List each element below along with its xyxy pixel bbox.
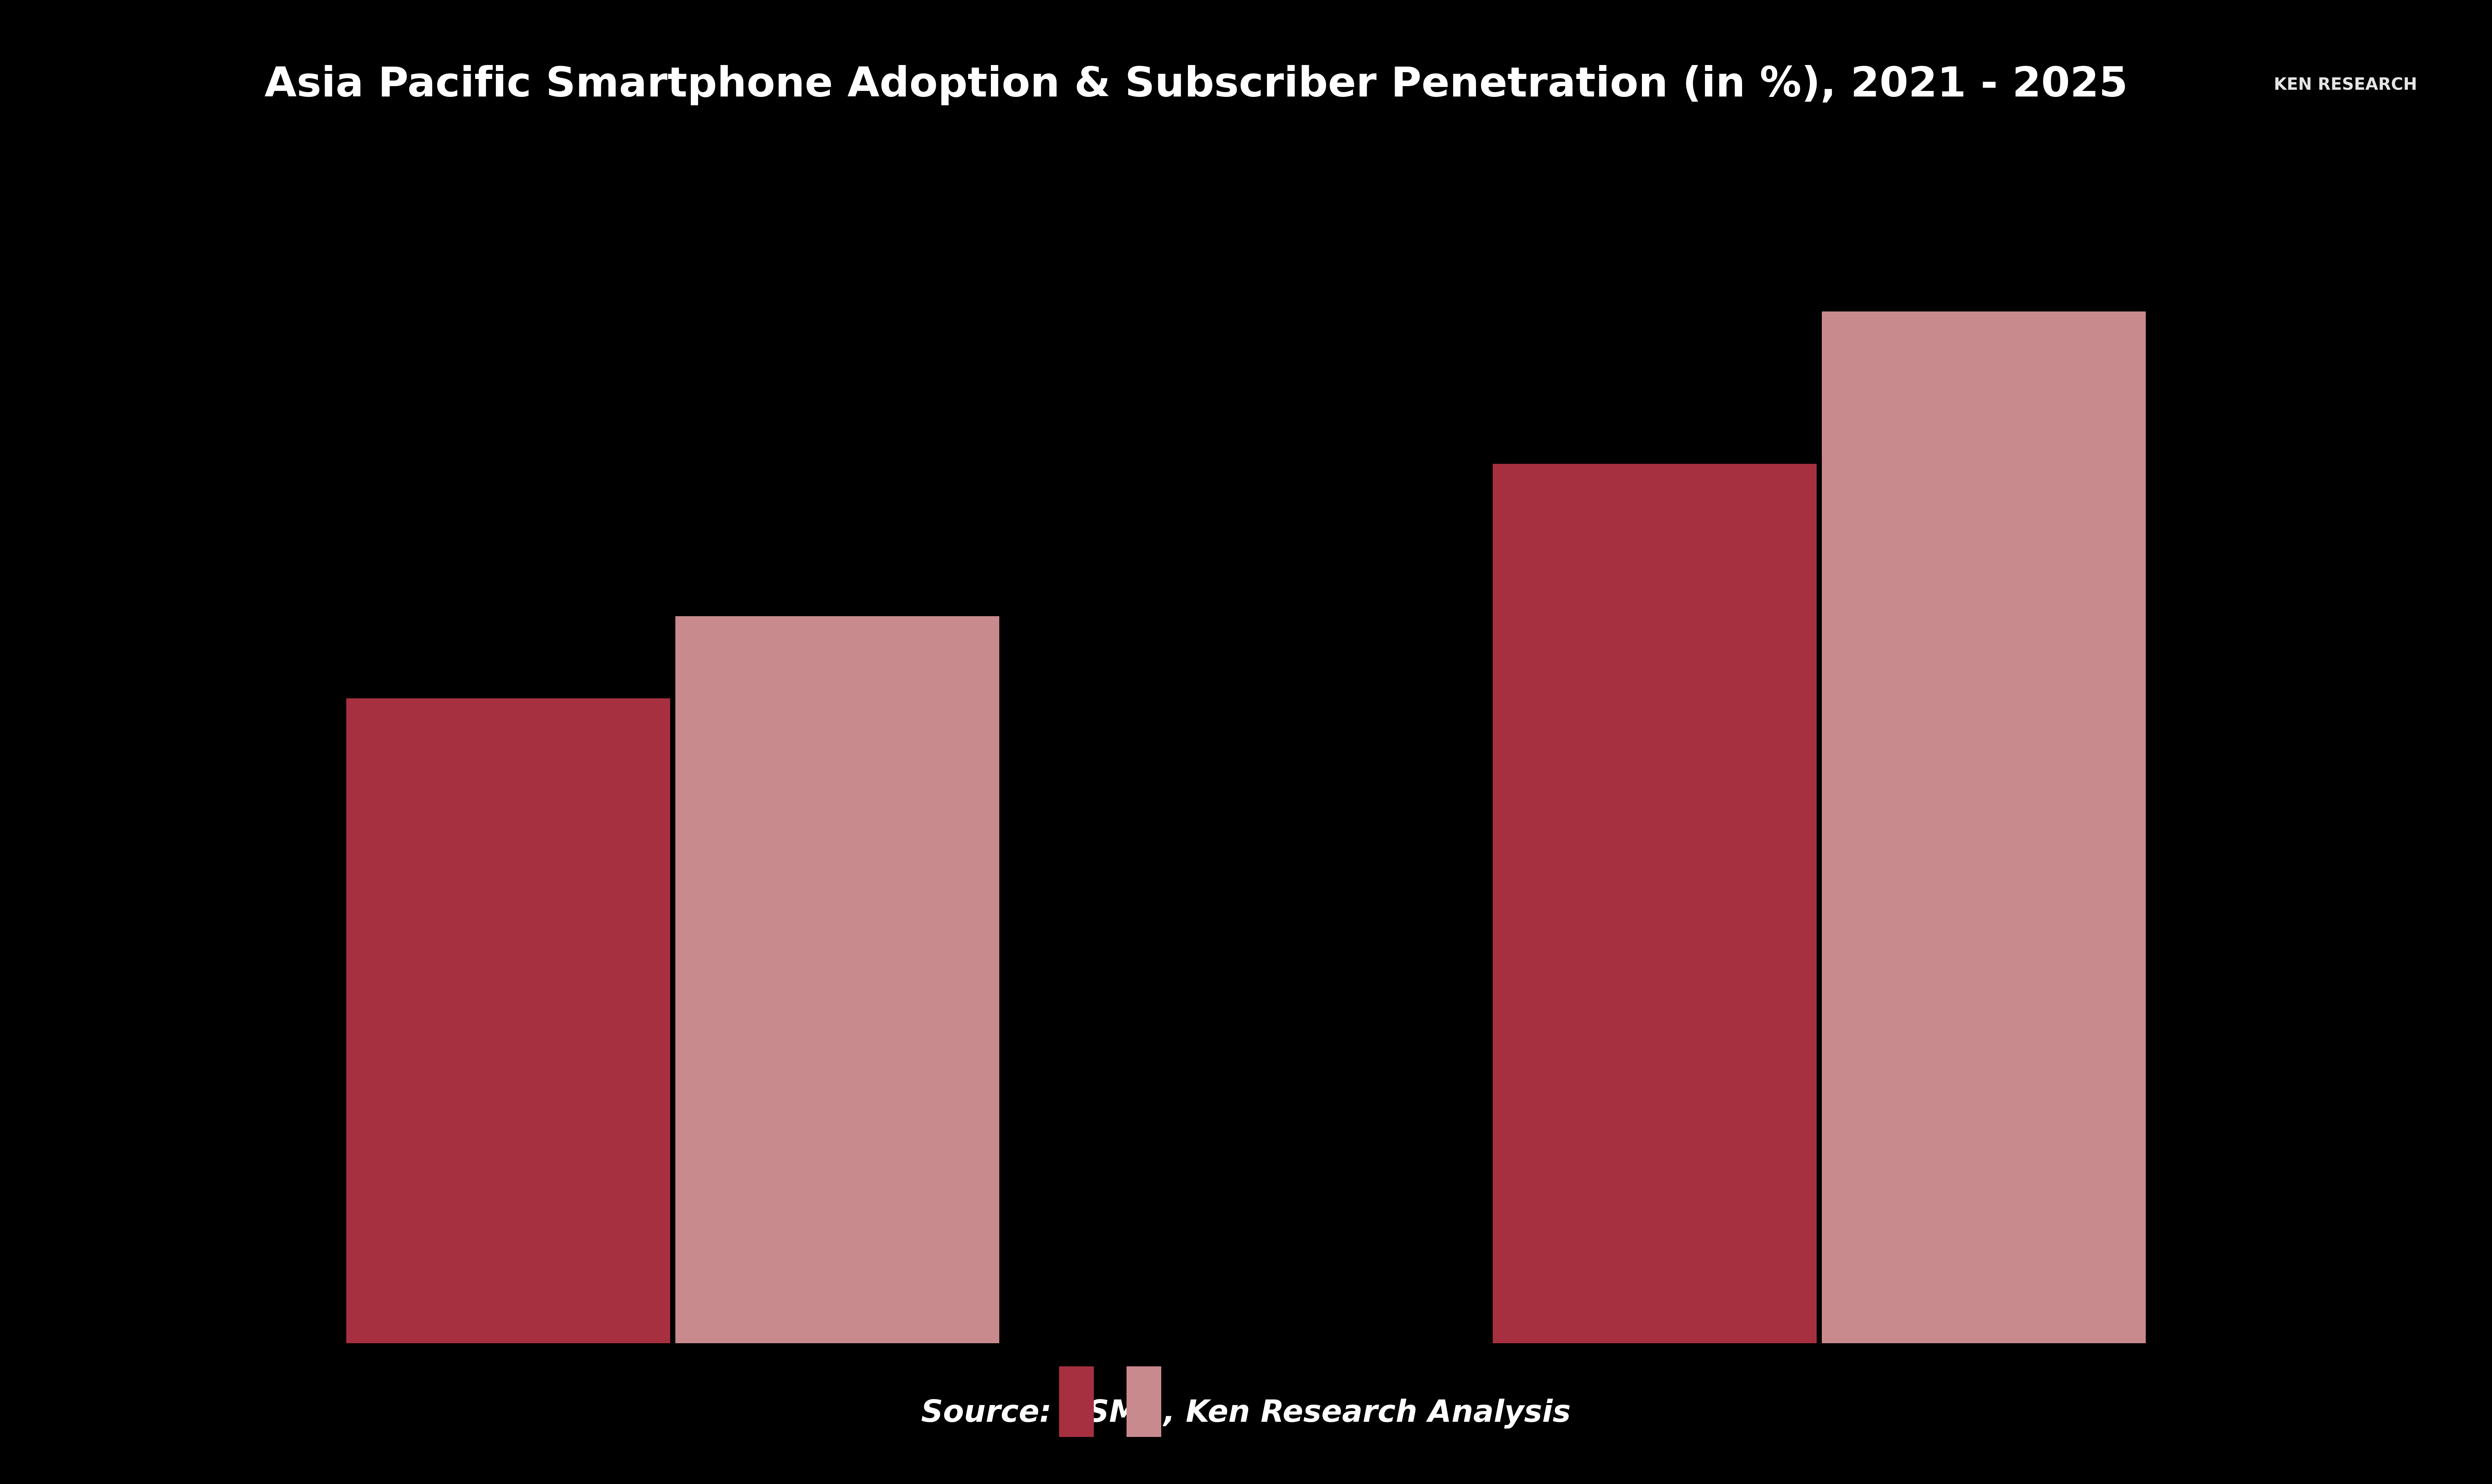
Text: Source: GSMA, Ken Research Analysis: Source: GSMA, Ken Research Analysis: [922, 1398, 1570, 1429]
FancyBboxPatch shape: [1126, 1367, 1161, 1437]
Text: Asia Pacific Smartphone Adoption & Subscriber Penetration (in %), 2021 - 2025: Asia Pacific Smartphone Adoption & Subsc…: [264, 65, 2128, 105]
Bar: [675, 616, 999, 1343]
Bar: [1493, 464, 1817, 1343]
Text: KEN RESEARCH: KEN RESEARCH: [2273, 77, 2417, 93]
FancyBboxPatch shape: [1059, 1367, 1094, 1437]
Bar: [1822, 312, 2146, 1343]
Bar: [346, 699, 670, 1343]
